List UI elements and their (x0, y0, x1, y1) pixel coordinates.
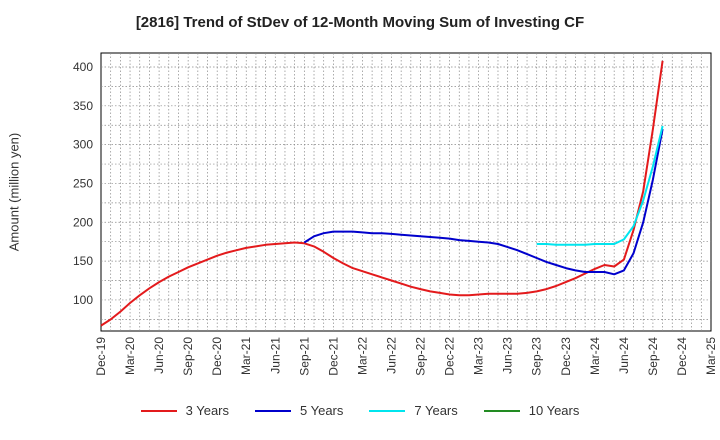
x-tick-label: Jun-22 (384, 337, 398, 374)
x-tick-label: Dec-23 (559, 337, 573, 376)
x-tick-label: Jun-23 (501, 337, 515, 374)
legend-item: 7 Years (369, 403, 458, 418)
y-tick-label: 350 (73, 99, 93, 113)
x-tick-label: Jun-24 (617, 337, 631, 374)
legend-item: 3 Years (140, 403, 229, 418)
legend: 3 Years 5 Years 7 Years 10 Years (0, 403, 720, 418)
x-tick-label: Mar-25 (704, 337, 718, 375)
series-line-7-years (536, 125, 664, 246)
y-tick-label: 150 (73, 254, 93, 268)
y-tick-label: 300 (73, 138, 93, 152)
x-tick-label: Mar-20 (123, 337, 137, 375)
legend-label: 3 Years (185, 403, 229, 418)
x-tick-label: Sep-22 (414, 337, 428, 376)
y-tick-label: 100 (73, 293, 93, 307)
x-tick-label: Sep-24 (646, 337, 660, 376)
legend-label: 7 Years (414, 403, 458, 418)
x-tick-label: Jun-20 (152, 337, 166, 374)
legend-swatch (140, 409, 177, 412)
series-line-3-years (100, 60, 664, 327)
x-tick-label: Dec-22 (443, 337, 457, 376)
legend-swatch (483, 409, 520, 412)
x-tick-label: Sep-20 (181, 337, 195, 376)
x-tick-label: Dec-24 (675, 337, 689, 376)
y-tick-label: 400 (73, 60, 93, 74)
x-tick-label: Dec-19 (94, 337, 108, 376)
plot-frame (100, 52, 712, 332)
x-tick-label: Dec-20 (210, 337, 224, 376)
x-tick-label: Mar-21 (239, 337, 253, 375)
y-tick-label: 250 (73, 176, 93, 190)
x-tick-label: Mar-24 (588, 337, 602, 375)
x-tick-label: Jun-21 (268, 337, 282, 374)
x-tick-label: Sep-21 (297, 337, 311, 376)
legend-item: 5 Years (255, 403, 343, 418)
x-tick-label: Mar-22 (355, 337, 369, 375)
x-tick-label: Dec-21 (326, 337, 340, 376)
x-tick-label: Mar-23 (472, 337, 486, 375)
x-tick-label: Sep-23 (530, 337, 544, 376)
legend-swatch (255, 409, 291, 412)
legend-label: 5 Years (300, 403, 344, 418)
line-chart: Dec-19 Mar-20 Jun-20 Sep-20 Dec-20 Mar-21 Jun-… (73, 52, 718, 376)
y-tick-label: 200 (73, 215, 93, 229)
series-line-5-years (303, 128, 664, 276)
legend-swatch (369, 409, 406, 412)
legend-item: 10 Years (483, 403, 580, 418)
legend-label: 10 Years (528, 403, 580, 418)
chart-title: [2816] Trend of StDev of 12-Month Moving… (135, 14, 585, 31)
